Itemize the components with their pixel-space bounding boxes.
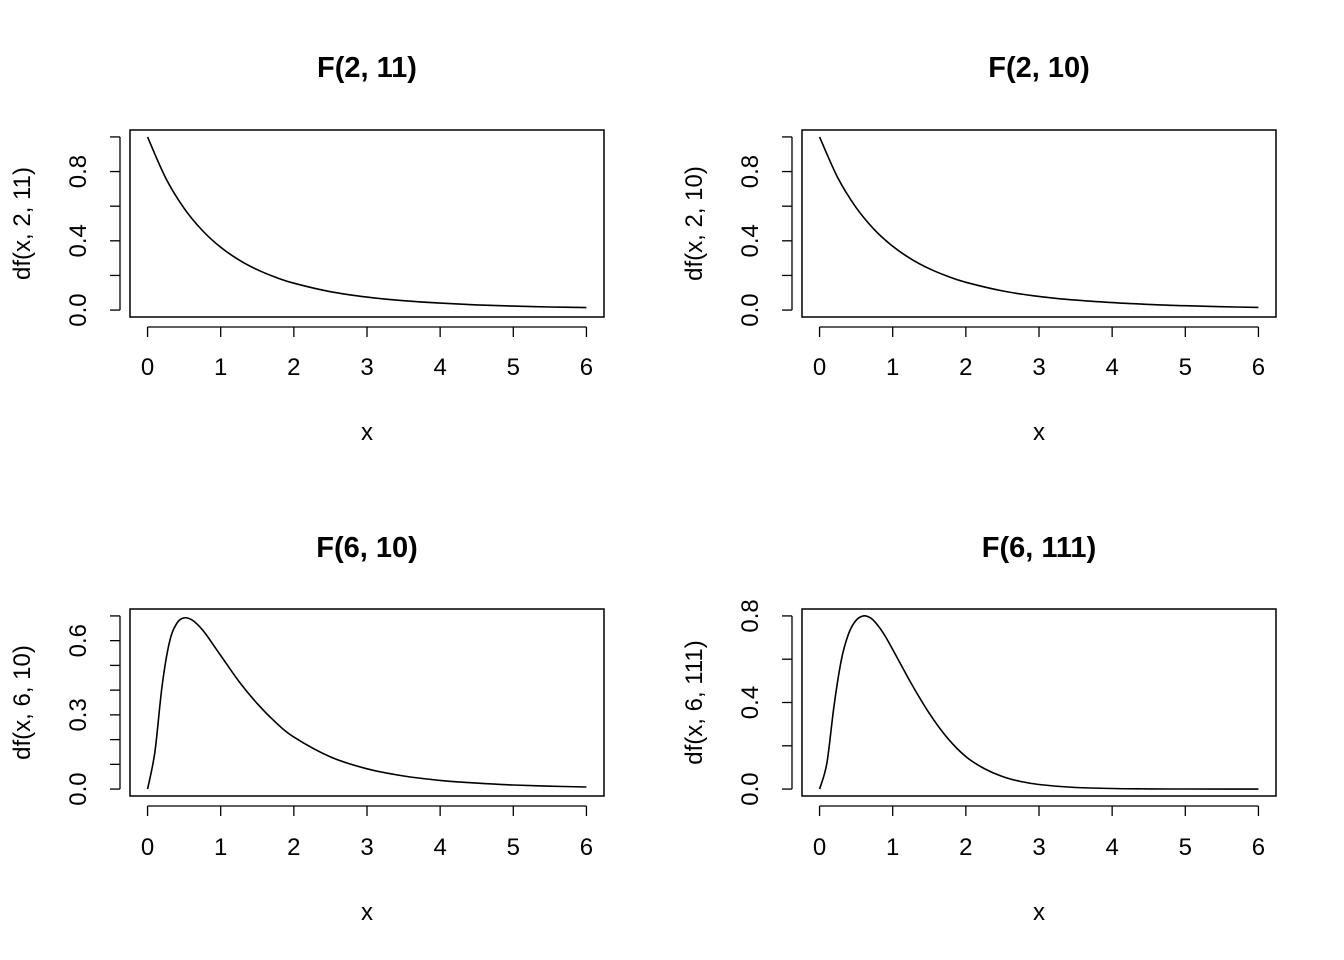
x-tick-label: 4	[433, 354, 446, 381]
x-tick-label: 5	[1179, 354, 1192, 381]
x-tick-label: 1	[886, 354, 899, 381]
x-tick-label: 4	[433, 834, 446, 861]
y-axis-label: df(x, 2, 11)	[9, 167, 36, 280]
y-tick-label: 0.8	[65, 155, 92, 188]
x-axis-label: x	[1033, 899, 1045, 926]
chart-title: F(2, 11)	[317, 52, 417, 84]
y-tick-label: 0.0	[65, 293, 92, 326]
y-axis-label: df(x, 6, 10)	[9, 645, 36, 760]
y-tick-label: 0.4	[737, 224, 764, 257]
y-axis-label: df(x, 6, 111)	[681, 640, 708, 765]
y-tick-label: 0.3	[65, 698, 92, 731]
x-tick-label: 5	[507, 354, 520, 381]
x-tick-label: 2	[959, 834, 972, 861]
x-tick-label: 6	[580, 354, 593, 381]
y-tick-label: 0.6	[65, 624, 92, 657]
x-tick-label: 1	[886, 834, 899, 861]
plot-frame	[801, 608, 1277, 797]
x-tick-label: 0	[141, 834, 154, 861]
y-tick-label: 0.0	[65, 772, 92, 805]
plot-frame	[129, 129, 605, 318]
chart-title: F(6, 111)	[982, 532, 1096, 564]
y-tick-label: 0.0	[737, 772, 764, 805]
x-tick-label: 2	[287, 354, 300, 381]
y-tick-label: 0.8	[737, 599, 764, 632]
x-tick-label: 2	[959, 354, 972, 381]
x-tick-label: 3	[1032, 834, 1045, 861]
chart-panel-1: F(2, 11) 0 1 2 3 4 5 6 x 0.0 0.4 0.8 df(x, 2, 11)	[9, 52, 605, 446]
x-tick-label: 6	[1252, 354, 1265, 381]
density-curve	[818, 615, 1259, 790]
x-tick-label: 0	[813, 354, 826, 381]
x-tick-label: 2	[287, 834, 300, 861]
x-tick-label: 3	[360, 834, 373, 861]
x-tick-label: 4	[1105, 354, 1118, 381]
y-tick-label: 0.0	[737, 293, 764, 326]
y-tick-label: 0.4	[65, 224, 92, 257]
x-axis-label: x	[1033, 419, 1045, 446]
x-tick-label: 1	[214, 354, 227, 381]
y-tick-label: 0.4	[737, 686, 764, 719]
x-tick-label: 1	[214, 834, 227, 861]
y-tick-label: 0.8	[737, 155, 764, 188]
plot-frame	[801, 129, 1277, 318]
density-curve	[818, 136, 1259, 309]
x-tick-label: 3	[1032, 354, 1045, 381]
y-axis-label: df(x, 2, 10)	[681, 166, 708, 281]
x-axis-label: x	[361, 899, 373, 926]
x-tick-label: 5	[507, 834, 520, 861]
chart-title: F(6, 10)	[316, 532, 418, 564]
x-tick-label: 0	[141, 354, 154, 381]
x-tick-label: 5	[1179, 834, 1192, 861]
chart-panel-2: F(2, 10) 0 1 2 3 4 5 6 x 0.0 0.4 0.8 df(x, 2, 10)	[681, 52, 1277, 446]
x-tick-label: 4	[1105, 834, 1118, 861]
density-curve	[146, 136, 587, 309]
plot-frame	[129, 608, 605, 797]
x-tick-label: 6	[1252, 834, 1265, 861]
x-tick-label: 3	[360, 354, 373, 381]
x-axis-label: x	[361, 419, 373, 446]
chart-panel-4: F(6, 111) 0 1 2 3 4 5 6 x 0.0 0.4 0.8 df(x, 6, 111)	[681, 532, 1277, 926]
chart-title: F(2, 10)	[988, 52, 1090, 84]
x-tick-label: 6	[580, 834, 593, 861]
chart-panel-3: F(6, 10) 0 1 2 3 4 5 6 x 0.0 0.3 0.6 df(x, 6, 10)	[9, 532, 605, 926]
density-curve	[146, 616, 587, 790]
x-tick-label: 0	[813, 834, 826, 861]
